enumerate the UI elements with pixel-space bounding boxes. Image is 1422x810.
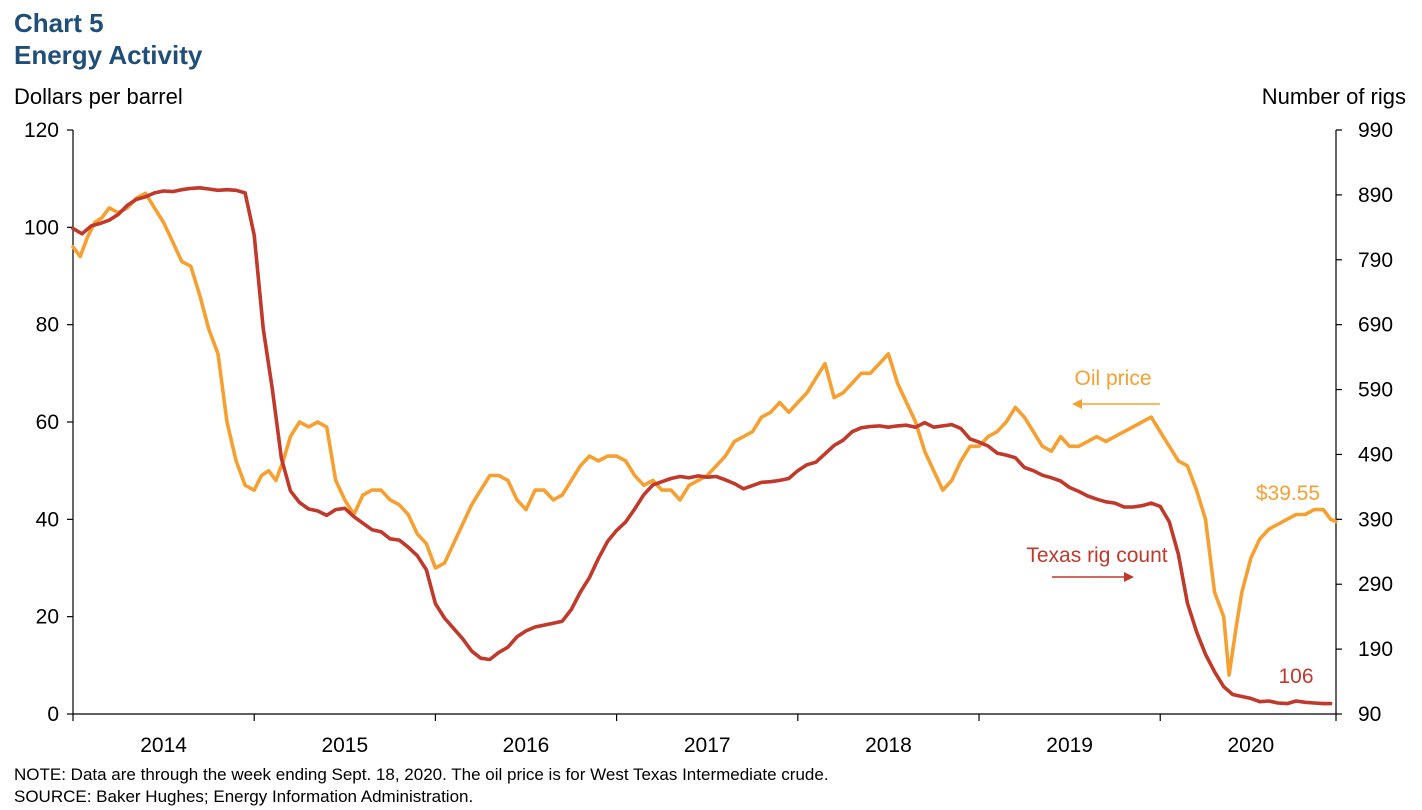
left-tick-label: 0 [47, 703, 59, 726]
x-tick-label: 2015 [321, 734, 368, 757]
x-tick-label: 2020 [1227, 734, 1274, 757]
chart-number: Chart 5 [14, 8, 104, 38]
right-tick-label: 990 [1358, 119, 1393, 142]
left-tick-label: 40 [36, 508, 59, 531]
right-tick-label: 90 [1358, 703, 1381, 726]
rig-count-last-value: 106 [1278, 665, 1313, 688]
right-axis-title: Number of rigs [1261, 84, 1406, 109]
x-tick-label: 2019 [1046, 734, 1093, 757]
right-tick-label: 890 [1358, 184, 1393, 207]
chart-title: Energy Activity [14, 40, 203, 70]
oil-price-last-value: $39.55 [1256, 482, 1320, 505]
x-tick-label: 2014 [140, 734, 187, 757]
x-tick-label: 2016 [503, 734, 550, 757]
right-tick-label: 190 [1358, 638, 1393, 661]
chart-note: NOTE: Data are through the week ending S… [14, 765, 829, 784]
right-tick-label: 290 [1358, 573, 1393, 596]
left-tick-label: 100 [24, 216, 59, 239]
oil-price-arrow-head [1072, 399, 1082, 409]
rig-count-arrow-head [1124, 572, 1134, 582]
oil-price-line [71, 191, 1338, 677]
left-axis-title: Dollars per barrel [14, 84, 183, 109]
oil-price-label: Oil price [1074, 367, 1151, 390]
left-tick-label: 120 [24, 119, 59, 142]
right-tick-label: 690 [1358, 314, 1393, 337]
chart-source: SOURCE: Baker Hughes; Energy Information… [14, 787, 474, 806]
right-tick-label: 390 [1358, 508, 1393, 531]
rig-count-label: Texas rig count [1026, 544, 1167, 567]
right-tick-label: 590 [1358, 379, 1393, 402]
right-tick-label: 790 [1358, 249, 1393, 272]
left-tick-label: 60 [36, 411, 59, 434]
rig-count-line [71, 186, 1333, 706]
x-tick-label: 2017 [684, 734, 731, 757]
right-tick-label: 490 [1358, 443, 1393, 466]
left-tick-label: 20 [36, 606, 59, 629]
left-tick-label: 80 [36, 314, 59, 337]
x-tick-label: 2018 [865, 734, 912, 757]
